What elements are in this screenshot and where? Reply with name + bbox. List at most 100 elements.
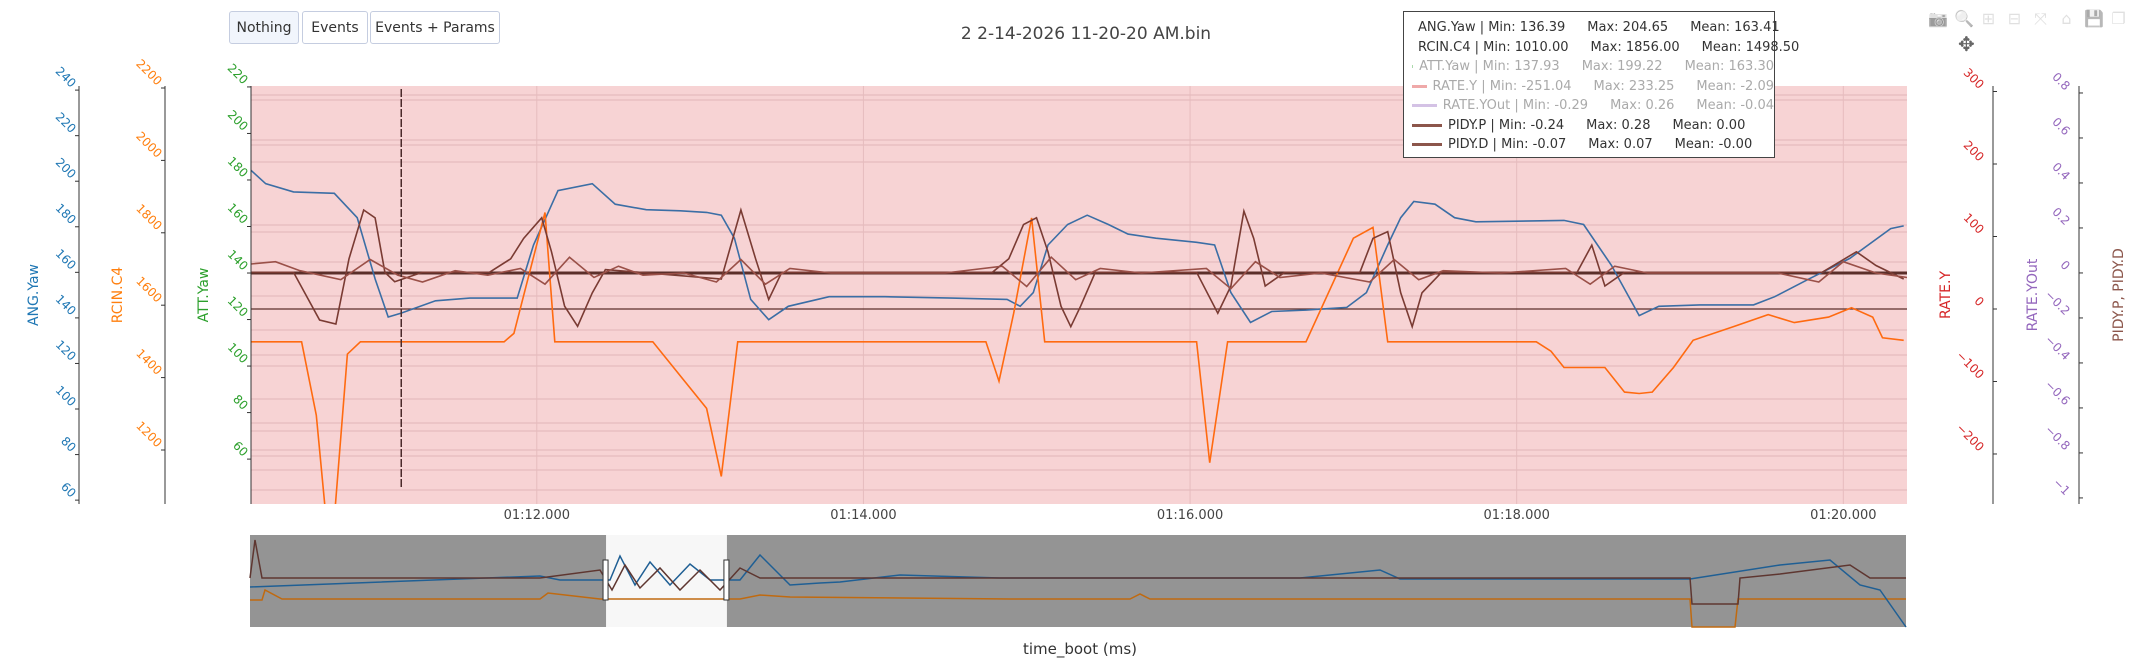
y-tick-label: 1400 bbox=[133, 346, 164, 377]
range-slider-handle-right[interactable] bbox=[723, 559, 730, 601]
legend-item[interactable]: RCIN.C4 | Min: 1010.00 Max: 1856.00 Mean: … bbox=[1412, 38, 1799, 58]
y-tick-label: 120 bbox=[53, 337, 79, 363]
events-button[interactable]: Events bbox=[302, 11, 368, 44]
y-tick-label: −100 bbox=[1954, 348, 1987, 381]
y-tick-label: 0 bbox=[2057, 258, 2072, 273]
event-stripes bbox=[251, 94, 1907, 491]
x-tick-label: 01:14.000 bbox=[830, 508, 896, 523]
y-tick-label: 300 bbox=[1961, 66, 1987, 92]
save-icon[interactable]: 💾 bbox=[2084, 9, 2104, 28]
y-tick-label: 100 bbox=[53, 383, 79, 409]
range-slider-background[interactable] bbox=[250, 535, 1906, 627]
pan-icon[interactable]: ✥ bbox=[1958, 32, 1975, 56]
legend: ANG.Yaw | Min: 136.39 Max: 204.65 Mean: 16… bbox=[1403, 11, 1799, 158]
legend-mean: Mean: -0.04 bbox=[1696, 98, 1774, 114]
y-tick-label: 60 bbox=[58, 480, 79, 501]
legend-mean: Mean: -0.00 bbox=[1674, 137, 1753, 153]
y-tick-label: 200 bbox=[53, 155, 79, 181]
y-tick-label: 0 bbox=[1971, 294, 1986, 309]
legend-name: ANG.Yaw | Min: 136.39 bbox=[1418, 20, 1566, 36]
x-tick-label: 01:16.000 bbox=[1157, 508, 1223, 523]
camera-icon[interactable]: 📷 bbox=[1928, 9, 1948, 28]
y-tick-label: 2000 bbox=[133, 129, 164, 160]
y-tick-label: 200 bbox=[1961, 138, 1987, 164]
series-pidy-d[interactable] bbox=[251, 256, 1907, 290]
y-tick-label: 0.2 bbox=[2049, 205, 2072, 228]
legend-max: Max: 1856.00 bbox=[1590, 39, 1680, 55]
y-tick-label: 220 bbox=[225, 61, 251, 87]
legend-max: Max: 0.07 bbox=[1588, 137, 1653, 153]
y-tick-label: 140 bbox=[225, 247, 251, 273]
legend-name: ATT.Yaw | Min: 137.93 bbox=[1419, 59, 1560, 75]
y-tick-label: 1800 bbox=[133, 201, 164, 232]
y-tick-label: 80 bbox=[58, 434, 79, 455]
y-tick-label: 180 bbox=[225, 154, 251, 180]
y-tick-label: −0.8 bbox=[2042, 423, 2073, 454]
y-tick-label: 100 bbox=[1961, 211, 1987, 237]
legend-max: Max: 199.22 bbox=[1581, 59, 1663, 75]
y-tick-label: 220 bbox=[53, 110, 79, 136]
legend-item[interactable]: PIDY.D | Min: -0.07 Max: 0.07 Mean: -0.00 bbox=[1412, 135, 1774, 155]
y-tick-label: 60 bbox=[230, 439, 251, 460]
y-tick-label: −0.6 bbox=[2042, 378, 2073, 409]
y-tick-label: 2200 bbox=[133, 57, 164, 88]
legend-item[interactable]: ANG.Yaw | Min: 136.39 Max: 204.65 Mean: 16… bbox=[1412, 18, 1780, 38]
legend-mean: Mean: -2.09 bbox=[1696, 78, 1774, 94]
series-pidy-p[interactable] bbox=[251, 207, 1905, 330]
y-tick-label: −0.4 bbox=[2042, 333, 2073, 364]
y-tick-label: 140 bbox=[53, 292, 79, 318]
legend-item[interactable]: RATE.YOut | Min: -0.29 Max: 0.26 Mean: -0.… bbox=[1412, 96, 1774, 116]
copy-icon[interactable]: ❐ bbox=[2111, 9, 2126, 28]
legend-max: Max: 204.65 bbox=[1587, 20, 1669, 36]
events-params-button[interactable]: Events + Params bbox=[370, 11, 500, 44]
modebar: 📷 🔍 ⊞ ⊟ ⤧ ⌂ 💾 ❐ bbox=[1928, 9, 2127, 29]
range-slider-trace-rcin bbox=[250, 588, 1906, 628]
legend-mean: Mean: 163.41 bbox=[1690, 20, 1780, 36]
home-icon[interactable]: ⌂ bbox=[2061, 9, 2072, 28]
y-axis-title-rcin: RCIN.C4 bbox=[110, 267, 126, 324]
y-axis-title-yout: RATE.YOut bbox=[2025, 258, 2041, 331]
y-tick-label: 80 bbox=[230, 392, 251, 413]
y-axis-title-ratey: RATE.Y bbox=[1938, 271, 1954, 319]
y-tick-label: 0.4 bbox=[2049, 160, 2072, 183]
legend-swatch bbox=[1412, 104, 1437, 108]
y-tick-label: −1 bbox=[2050, 476, 2072, 498]
y-tick-label: 1600 bbox=[133, 274, 164, 305]
zoom-in-icon[interactable]: ⊞ bbox=[1981, 9, 1996, 28]
legend-mean: Mean: 0.00 bbox=[1672, 117, 1746, 133]
legend-item[interactable]: PIDY.P | Min: -0.24 Max: 0.28 Mean: 0.00 bbox=[1412, 116, 1774, 136]
legend-swatch bbox=[1412, 84, 1427, 88]
legend-item[interactable]: RATE.Y | Min: -251.04 Max: 233.25 Mean: -2… bbox=[1412, 77, 1774, 97]
range-slider-handle-left[interactable] bbox=[602, 559, 609, 601]
y-tick-label: 100 bbox=[225, 340, 251, 366]
zoom-icon[interactable]: 🔍 bbox=[1954, 9, 1974, 28]
legend-name: RCIN.C4 | Min: 1010.00 bbox=[1418, 39, 1569, 55]
range-slider-trace-ang bbox=[249, 553, 1907, 628]
y-tick-label: 120 bbox=[225, 294, 251, 320]
legend-name: PIDY.P | Min: -0.24 bbox=[1448, 117, 1565, 133]
nothing-button[interactable]: Nothing bbox=[229, 11, 299, 44]
chart-title: 2 2-14-2026 11-20-20 AM.bin bbox=[960, 24, 1212, 44]
x-tick-label: 01:20.000 bbox=[1810, 508, 1876, 523]
range-slider[interactable] bbox=[249, 535, 1907, 628]
y-tick-label: 240 bbox=[53, 64, 79, 90]
y-tick-label: 1200 bbox=[133, 419, 164, 450]
y-tick-label: 0.6 bbox=[2049, 115, 2072, 138]
range-slider-trace-pidy bbox=[249, 539, 1906, 605]
y-axis-title-pidy: PIDY.P, PIDY.D bbox=[2111, 248, 2127, 342]
legend-swatch bbox=[1412, 123, 1442, 127]
legend-max: Max: 0.26 bbox=[1610, 98, 1675, 114]
y-tick-label: 160 bbox=[225, 201, 251, 227]
series-rcin-c4[interactable] bbox=[251, 212, 1904, 519]
legend-mean: Mean: 163.30 bbox=[1684, 59, 1774, 75]
y-tick-label: 180 bbox=[53, 201, 79, 227]
legend-item[interactable]: ATT.Yaw | Min: 137.93 Max: 199.22 Mean: 16… bbox=[1412, 57, 1774, 77]
legend-mean: Mean: 1498.50 bbox=[1701, 39, 1800, 55]
x-axis: 01:12.000 01:14.000 01:16.000 01:18.000 01:2… bbox=[504, 508, 1877, 523]
y-tick-label: 160 bbox=[53, 246, 79, 272]
legend-name: RATE.Y | Min: -251.04 bbox=[1432, 78, 1572, 94]
autoscale-icon[interactable]: ⤧ bbox=[2034, 9, 2047, 28]
series-ang-yaw[interactable] bbox=[251, 169, 1904, 324]
zoom-out-icon[interactable]: ⊟ bbox=[2007, 9, 2022, 28]
